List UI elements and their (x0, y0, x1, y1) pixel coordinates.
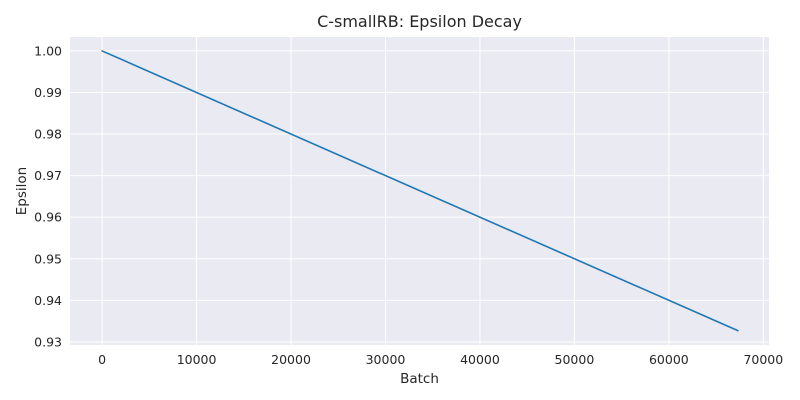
chart-title: C-smallRB: Epsilon Decay (317, 12, 522, 31)
series-line (101, 50, 739, 332)
y-tick-label: 1.00 (34, 43, 62, 58)
y-tick-label: 0.94 (34, 293, 62, 308)
y-tick-label: 0.97 (34, 168, 62, 183)
y-tick-label: 0.93 (34, 334, 62, 349)
x-tick-label: 30000 (366, 352, 406, 367)
y-tick-label: 0.96 (34, 210, 62, 225)
y-tick-labels: 0.93 0.94 0.95 0.96 0.97 0.98 0.99 1.00 (34, 43, 62, 349)
y-axis-label: Epsilon (14, 167, 30, 215)
series-layer (101, 50, 739, 332)
y-tick-label: 0.98 (34, 127, 62, 142)
grid (70, 37, 769, 345)
x-tick-label: 40000 (460, 352, 500, 367)
x-tick-label: 0 (98, 352, 106, 367)
y-tick-label: 0.99 (34, 85, 62, 100)
x-tick-label: 20000 (271, 352, 311, 367)
y-tick-label: 0.95 (34, 251, 62, 266)
x-tick-label: 60000 (649, 352, 689, 367)
x-tick-label: 10000 (177, 352, 217, 367)
x-tick-label: 70000 (743, 352, 783, 367)
x-tick-labels: 0 10000 20000 30000 40000 50000 60000 70000 (98, 352, 783, 367)
x-tick-label: 50000 (555, 352, 595, 367)
x-axis-label: Batch (400, 371, 439, 387)
